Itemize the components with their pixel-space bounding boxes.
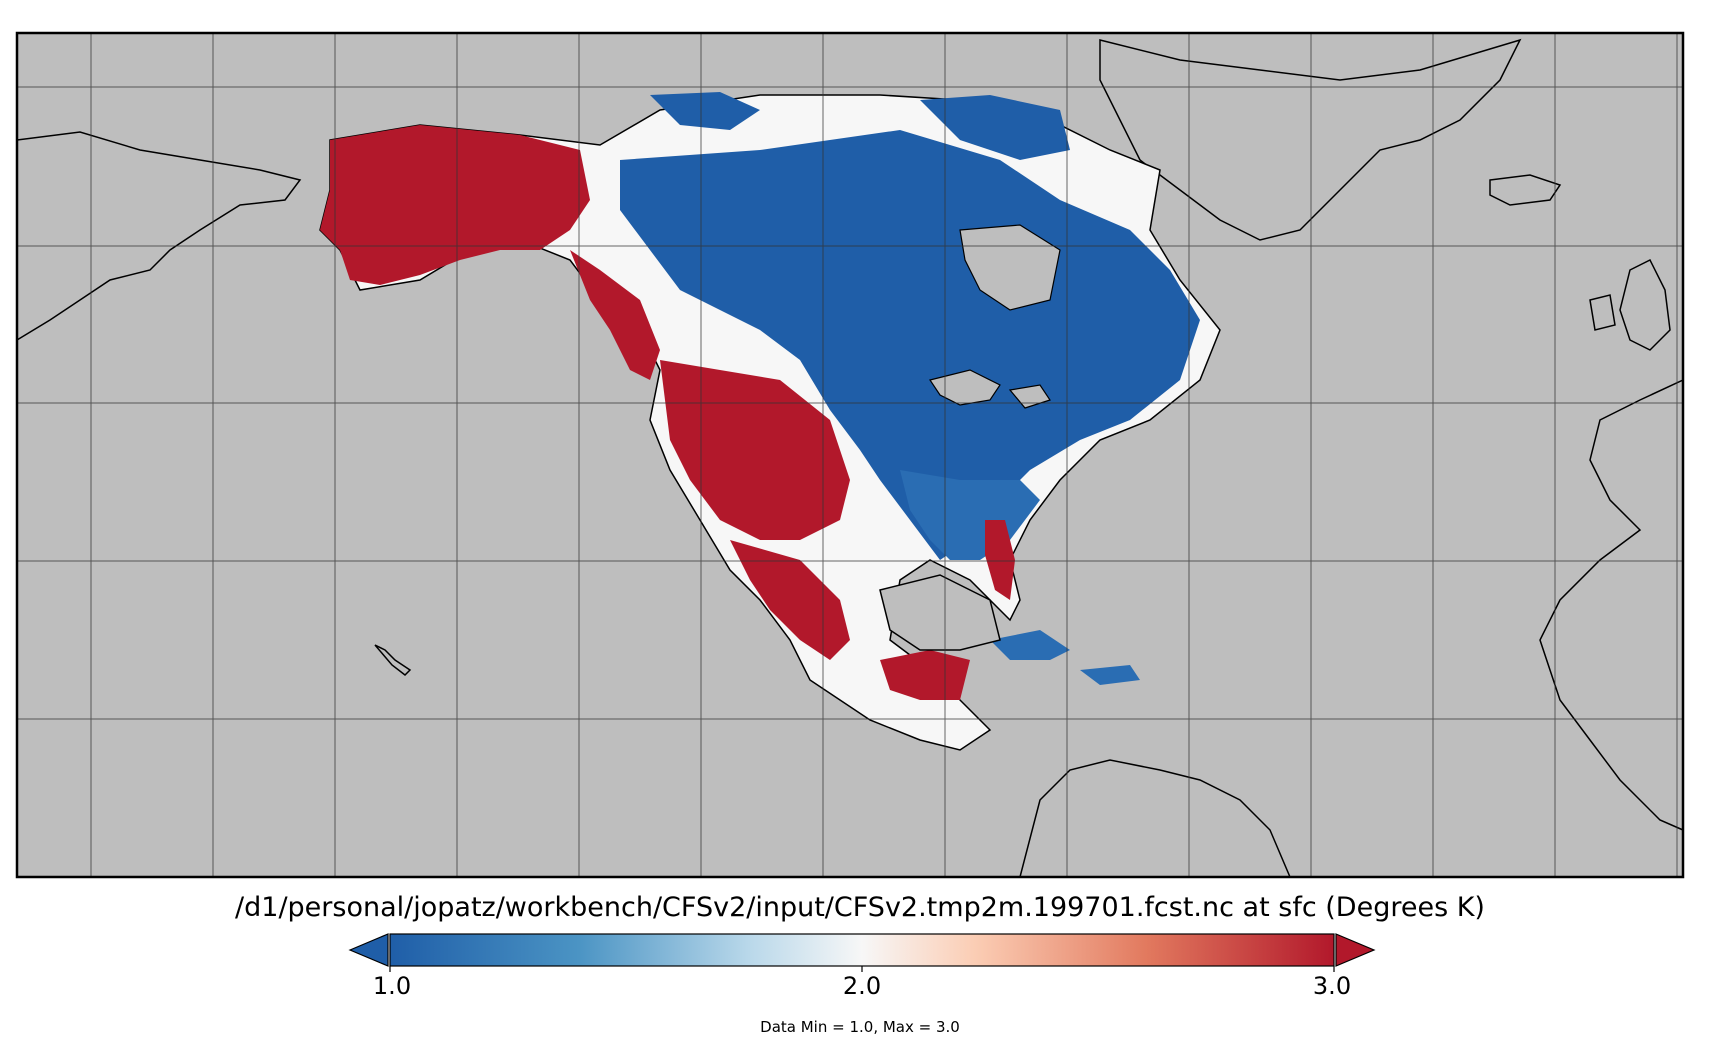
map-content xyxy=(17,38,1683,877)
region-western-coast xyxy=(570,250,660,380)
colorbar xyxy=(348,933,1376,972)
gulf-of-mexico xyxy=(879,574,1001,651)
hawaii-outline xyxy=(374,644,412,676)
europe-africa-outline xyxy=(1539,379,1683,831)
greenland-outline xyxy=(1099,38,1522,241)
graticule xyxy=(17,33,1683,877)
data-min-max: Data Min = 1.0, Max = 3.0 xyxy=(760,1018,960,1036)
region-mexico xyxy=(730,540,850,660)
colorbar-extend-min xyxy=(348,933,389,967)
colorbar-tick-min: 1.0 xyxy=(372,972,412,1000)
map-frame xyxy=(15,31,1685,879)
region-caribbean xyxy=(990,630,1140,685)
region-alaska xyxy=(320,125,590,285)
region-western-us xyxy=(660,360,850,540)
region-arctic-islands xyxy=(650,92,1070,160)
great-lakes xyxy=(929,369,1051,409)
map-title: /d1/personal/jopatz/workbench/CFSv2/inpu… xyxy=(235,892,1485,923)
colorbar-extend-max xyxy=(1335,933,1376,967)
south-america-outline xyxy=(1019,759,1291,877)
region-central-america xyxy=(880,650,970,700)
colorbar-gradient xyxy=(389,933,1335,967)
region-central-canada xyxy=(620,130,1200,560)
siberia-outline xyxy=(17,131,302,341)
uk-outline xyxy=(1589,258,1671,351)
colorbar-tick-max: 3.0 xyxy=(1312,972,1352,1000)
region-florida xyxy=(985,520,1015,600)
colorbar-tick-mid: 2.0 xyxy=(842,972,882,1000)
iceland-outline xyxy=(1489,174,1562,206)
